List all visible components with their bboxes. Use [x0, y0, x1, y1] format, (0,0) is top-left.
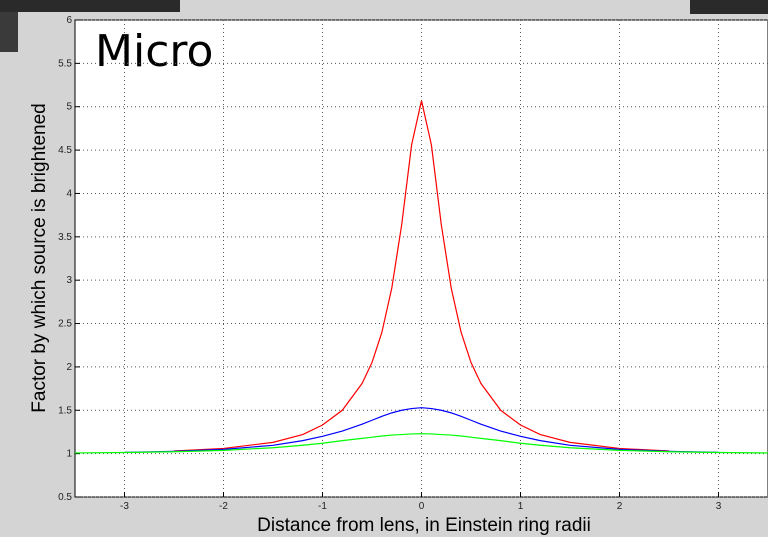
chart-title: Micro	[95, 26, 213, 77]
backdrop-image	[0, 0, 180, 12]
data-line	[74, 433, 768, 454]
x-tick-label: 0	[419, 501, 425, 512]
y-tick-label: 5.5	[58, 58, 72, 69]
y-tick-label: 5	[66, 102, 72, 113]
y-tick-label: 6	[66, 15, 72, 26]
data-line	[173, 100, 670, 452]
x-tick-label: 1	[518, 501, 524, 512]
y-tick-label: 3	[66, 275, 72, 286]
data-line	[124, 407, 719, 453]
y-tick-label: 1	[66, 449, 72, 460]
y-tick-label: 1.5	[58, 405, 72, 416]
x-tick-label: 3	[716, 501, 722, 512]
plot-area	[74, 19, 768, 498]
y-tick-label: 4.5	[58, 145, 72, 156]
x-tick-label: -2	[219, 501, 228, 512]
y-tick-label: 2.5	[58, 319, 72, 330]
x-axis-label: Distance from lens, in Einstein ring rad…	[257, 515, 591, 536]
y-tick-label: 3.5	[58, 232, 72, 243]
y-tick-label: 2	[66, 362, 72, 373]
backdrop-image	[690, 0, 768, 14]
y-axis-label: Factor by which source is brightened	[29, 103, 50, 412]
x-tick-label: 2	[617, 501, 623, 512]
backdrop-image	[0, 12, 18, 52]
x-tick-label: -3	[120, 501, 129, 512]
y-tick-label: 0.5	[58, 492, 72, 503]
y-tick-label: 4	[66, 188, 72, 199]
x-tick-label: -1	[318, 501, 327, 512]
